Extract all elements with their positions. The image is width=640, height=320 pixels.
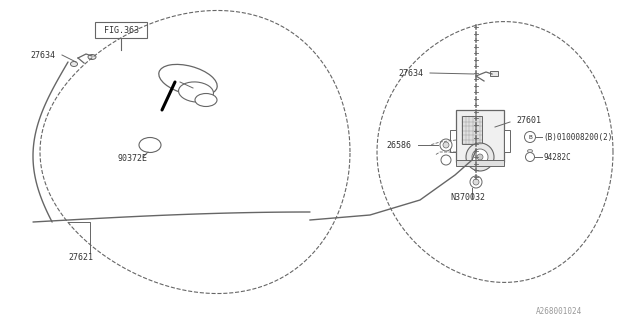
Circle shape [525, 132, 536, 142]
Text: N370032: N370032 [450, 194, 485, 203]
Circle shape [441, 155, 451, 165]
Text: B: B [528, 134, 532, 140]
Text: 94282C: 94282C [543, 153, 571, 162]
Bar [456, 110, 504, 162]
Bar [462, 116, 482, 144]
Text: FIG.363: FIG.363 [104, 26, 138, 35]
Text: 26586: 26586 [386, 140, 411, 149]
Circle shape [473, 179, 479, 185]
Ellipse shape [159, 64, 217, 96]
Ellipse shape [70, 61, 77, 67]
Ellipse shape [139, 138, 161, 153]
Circle shape [466, 143, 494, 171]
Circle shape [472, 149, 488, 165]
Ellipse shape [527, 149, 532, 153]
Text: 90372E: 90372E [117, 154, 147, 163]
Ellipse shape [179, 82, 214, 102]
Ellipse shape [195, 93, 217, 107]
Circle shape [443, 142, 449, 148]
Bar [456, 160, 504, 166]
Text: A268001024: A268001024 [536, 308, 582, 316]
Circle shape [477, 154, 483, 160]
Bar [504, 130, 510, 152]
Ellipse shape [88, 54, 96, 60]
Text: 27634: 27634 [398, 68, 423, 77]
Bar [450, 130, 456, 152]
Bar [490, 71, 498, 76]
Circle shape [525, 153, 534, 162]
Bar [95, 22, 147, 38]
Text: 27621: 27621 [68, 253, 93, 262]
Circle shape [470, 176, 482, 188]
Text: (B)010008200(2): (B)010008200(2) [543, 132, 612, 141]
Text: 27634: 27634 [30, 51, 55, 60]
Circle shape [440, 139, 452, 151]
Text: 27601: 27601 [516, 116, 541, 124]
